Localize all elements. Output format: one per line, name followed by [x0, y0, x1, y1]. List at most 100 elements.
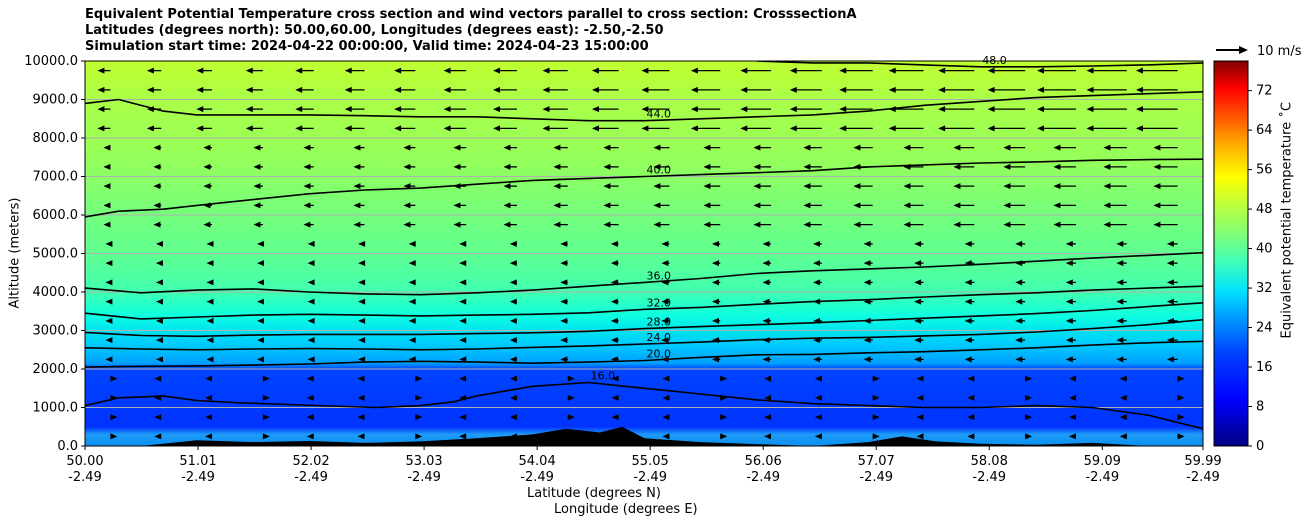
- wind-arrowhead: [863, 260, 871, 267]
- contour-44.0: [85, 91, 1203, 122]
- wind-arrowhead: [97, 125, 105, 132]
- wind-arrowhead: [459, 337, 467, 344]
- wind-arrowhead: [764, 414, 772, 421]
- wind-arrowhead: [358, 298, 366, 305]
- wind-arrowhead: [503, 183, 511, 190]
- y-tick-label: 6000.0: [33, 208, 79, 223]
- y-grid: [85, 61, 1203, 446]
- colorbar-tick-label: 16: [1256, 360, 1273, 375]
- wind-arrowhead: [591, 125, 599, 132]
- wind-arrowhead: [97, 67, 105, 74]
- x-tick-label-latitude: 59.99: [1184, 454, 1221, 469]
- wind-arrowhead: [295, 125, 303, 132]
- wind-arrowhead: [610, 240, 618, 247]
- wind-arrowhead: [353, 183, 361, 190]
- wind-arrowhead: [408, 260, 416, 267]
- wind-arrowhead: [155, 298, 163, 305]
- wind-arrowhead: [740, 106, 748, 113]
- wind-arrowhead: [916, 414, 924, 421]
- contour-lines: [85, 61, 1203, 430]
- contour-label: 40.0: [647, 164, 672, 177]
- chart-title-line-3: Simulation start time: 2024-04-22 00:00:…: [85, 39, 649, 54]
- wind-arrowhead: [245, 106, 253, 113]
- wind-arrowhead: [1103, 202, 1111, 209]
- wind-arrowhead: [839, 106, 847, 113]
- wind-arrowhead: [403, 163, 411, 170]
- wind-arrowhead: [353, 221, 361, 228]
- wind-arrowhead: [987, 106, 995, 113]
- wind-arrowhead: [443, 125, 451, 132]
- x-tick-label-latitude: 52.02: [292, 454, 329, 469]
- wind-arrowhead: [753, 221, 761, 228]
- wind-arrowhead: [245, 125, 253, 132]
- x-tick-label-latitude: 59.09: [1084, 454, 1121, 469]
- colorbar-tick-label: 56: [1256, 163, 1273, 178]
- wind-arrowhead: [206, 298, 214, 305]
- wind-arrowhead: [203, 221, 211, 228]
- wind-arrowhead: [1166, 298, 1174, 305]
- wind-arrowhead: [1003, 221, 1011, 228]
- wind-arrowhead: [967, 375, 975, 382]
- wind-arrowhead: [453, 221, 461, 228]
- wind-arrowhead: [753, 202, 761, 209]
- wind-arrowhead: [1037, 86, 1045, 93]
- wind-arrowhead: [262, 394, 270, 401]
- wind-arrowhead: [813, 356, 821, 363]
- contour-label: 48.0: [982, 54, 1007, 67]
- wind-arrowhead: [967, 394, 975, 401]
- wind-arrowhead: [415, 414, 423, 421]
- wind-arrowhead: [591, 106, 599, 113]
- wind-arrowhead: [295, 67, 303, 74]
- wind-vectors: [97, 67, 1185, 440]
- wind-arrowhead: [703, 202, 711, 209]
- x-tick-label-longitude: -2.49: [68, 470, 102, 485]
- wind-arrowhead: [1116, 260, 1124, 267]
- y-tick-label: 7000.0: [33, 170, 79, 185]
- wind-arrowhead: [1153, 163, 1161, 170]
- wind-arrowhead: [1153, 144, 1161, 151]
- wind-arrowhead: [303, 183, 311, 190]
- wind-arrowhead: [1065, 279, 1073, 286]
- wind-arrowhead: [103, 202, 111, 209]
- wind-arrowhead: [560, 298, 568, 305]
- wind-arrowhead: [872, 433, 880, 440]
- wind-arrowhead: [814, 375, 822, 382]
- wind-arrowhead: [403, 221, 411, 228]
- wind-arrowhead: [344, 67, 352, 74]
- wind-arrowhead: [307, 240, 315, 247]
- colorbar-tick-label: 0: [1256, 439, 1264, 454]
- wind-arrowhead: [914, 260, 922, 267]
- wind-arrowhead: [567, 394, 575, 401]
- wind-arrowhead: [1037, 106, 1045, 113]
- contour-32.0: [85, 285, 1203, 320]
- wind-arrowhead: [720, 414, 728, 421]
- wind-arrowhead: [641, 67, 649, 74]
- wind-arrowhead: [155, 260, 163, 267]
- wind-arrowhead: [206, 356, 214, 363]
- contour-label: 24.0: [647, 331, 672, 344]
- wind-arrowhead: [740, 67, 748, 74]
- wind-arrowhead: [803, 183, 811, 190]
- wind-arrowhead: [257, 356, 265, 363]
- wind-arrowhead: [459, 433, 467, 440]
- wind-arrowhead: [1153, 202, 1161, 209]
- wind-arrowhead: [740, 86, 748, 93]
- wind-arrowhead: [839, 86, 847, 93]
- wind-arrowhead: [110, 375, 118, 382]
- wind-arrowhead: [703, 221, 711, 228]
- colorbar-title: Equivalent potential temperature ˚C: [1279, 102, 1295, 339]
- x-tick-label-longitude: -2.49: [407, 470, 441, 485]
- wind-arrowhead: [303, 202, 311, 209]
- wind-arrowhead: [1116, 240, 1124, 247]
- wind-arrowhead: [307, 260, 315, 267]
- wind-arrowhead: [408, 337, 416, 344]
- wind-arrowhead: [307, 279, 315, 286]
- x-tick-label-longitude: -2.49: [633, 470, 667, 485]
- wind-arrowhead: [206, 337, 214, 344]
- wind-arrowhead: [306, 394, 314, 401]
- wind-arrowhead: [493, 106, 501, 113]
- wind-arrowhead: [1116, 356, 1124, 363]
- y-tick-label: 2000.0: [33, 362, 79, 377]
- wind-arrowhead: [591, 67, 599, 74]
- wind-arrowhead: [661, 317, 669, 324]
